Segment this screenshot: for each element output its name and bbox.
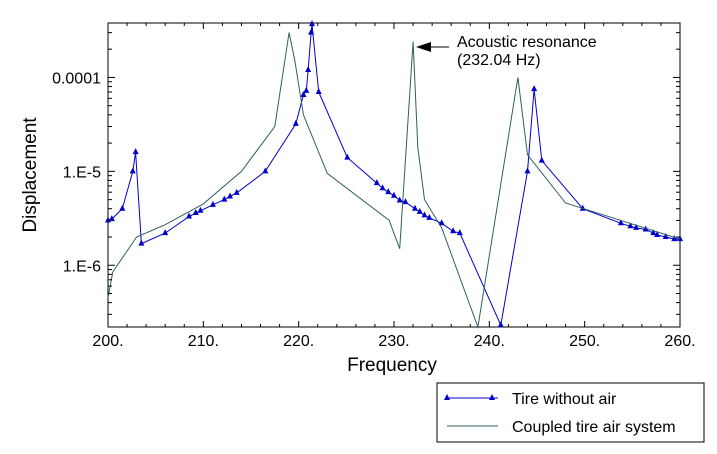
data-point-tire-without-air	[303, 86, 310, 93]
plot-area-border	[107, 22, 681, 328]
series-layer	[105, 20, 683, 329]
data-point-tire-without-air	[209, 200, 216, 207]
data-point-tire-without-air	[391, 191, 397, 198]
data-point-tire-without-air	[633, 223, 640, 230]
data-point-tire-without-air	[650, 229, 657, 236]
data-point-tire-without-air	[197, 206, 204, 213]
data-point-tire-without-air	[438, 219, 445, 226]
x-tick-label: 260.	[664, 333, 695, 350]
data-point-tire-without-air	[292, 119, 299, 126]
data-point-tire-without-air	[262, 167, 269, 174]
data-point-tire-without-air	[315, 87, 322, 94]
data-point-tire-without-air	[233, 188, 240, 195]
data-point-tire-without-air	[300, 91, 307, 98]
legend: Tire without air Coupled tire air system	[436, 382, 705, 443]
data-point-tire-without-air	[129, 167, 136, 174]
data-point-tire-without-air	[396, 196, 403, 203]
y-tick-label: 1.E-5	[63, 164, 101, 181]
data-point-tire-without-air	[132, 148, 139, 155]
data-point-tire-without-air	[119, 204, 126, 211]
series-line-coupled-tire-air-system	[107, 32, 681, 329]
data-point-tire-without-air	[627, 222, 634, 229]
data-point-tire-without-air	[662, 232, 669, 239]
series-line-tire-without-air	[107, 24, 680, 327]
annotation-arrowhead	[416, 42, 431, 52]
data-point-tire-without-air	[192, 209, 199, 216]
data-point-tire-without-air	[450, 227, 457, 234]
annotation: Acoustic resonance (232.04 Hz)	[416, 34, 597, 69]
x-tick-label: 250.	[569, 333, 600, 350]
x-axis-title: Frequency	[347, 355, 437, 376]
ticks-layer: 200. 210. 220. 230. 240. 250. 260. 1.E-6 1.E-5 0.…	[52, 23, 696, 350]
x-tick-label: 240.	[474, 333, 505, 350]
data-point-tire-without-air	[344, 153, 351, 160]
y-axis-title: Displacement	[20, 117, 41, 233]
data-point-tire-without-air	[379, 184, 386, 191]
x-tick-label: 230.	[378, 333, 409, 350]
data-point-tire-without-air	[531, 85, 538, 92]
annotation-line-1: Acoustic resonance	[457, 34, 597, 51]
legend-marker-right	[489, 394, 495, 400]
legend-label-tire-without-air: Tire without air	[512, 391, 617, 408]
data-point-tire-without-air	[309, 20, 316, 27]
data-point-tire-without-air	[524, 167, 531, 174]
annotation-line-2: (232.04 Hz)	[457, 52, 541, 69]
data-point-tire-without-air	[227, 192, 234, 199]
data-point-tire-without-air	[186, 212, 193, 219]
data-point-tire-without-air	[308, 28, 315, 35]
data-point-tire-without-air	[617, 219, 624, 226]
data-point-tire-without-air	[421, 211, 428, 218]
data-point-tire-without-air	[402, 198, 409, 205]
data-point-tire-without-air	[385, 188, 392, 195]
data-point-tire-without-air	[108, 215, 115, 222]
x-tick-label: 220.	[283, 333, 314, 350]
data-point-tire-without-air	[373, 179, 380, 186]
y-tick-label: 0.0001	[52, 70, 101, 87]
data-point-tire-without-air	[416, 207, 423, 214]
data-point-tire-without-air	[411, 204, 418, 211]
data-point-tire-without-air	[654, 230, 661, 237]
data-point-tire-without-air	[671, 235, 678, 242]
legend-label-coupled-tire-air-system: Coupled tire air system	[512, 419, 676, 436]
y-tick-label: 1.E-6	[63, 258, 101, 275]
data-point-tire-without-air	[305, 66, 312, 73]
data-point-tire-without-air	[456, 229, 463, 236]
data-point-tire-without-air	[162, 229, 169, 236]
legend-box	[436, 382, 705, 443]
data-point-tire-without-air	[138, 239, 145, 246]
x-tick-label: 200.	[92, 333, 123, 350]
data-point-tire-without-air	[426, 213, 433, 220]
data-point-tire-without-air	[677, 235, 683, 242]
data-point-tire-without-air	[221, 195, 228, 202]
data-point-tire-without-air	[497, 321, 504, 328]
x-tick-label: 210.	[188, 333, 219, 350]
legend-marker-left	[444, 394, 450, 400]
data-point-tire-without-air	[538, 156, 545, 163]
